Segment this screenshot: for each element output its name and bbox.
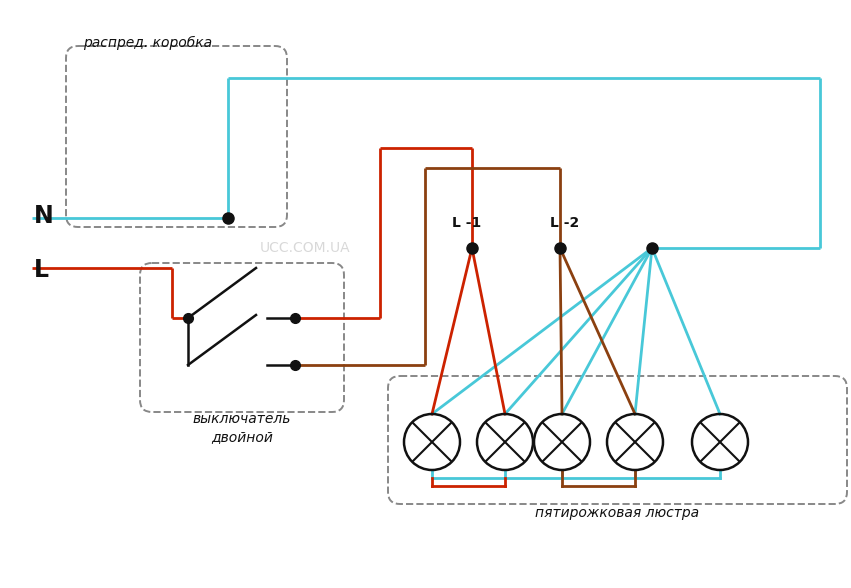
Text: UCC.COM.UA: UCC.COM.UA: [260, 241, 351, 255]
Text: пятирожковая люстра: пятирожковая люстра: [535, 506, 700, 520]
Text: двойной: двойной: [211, 430, 273, 444]
Text: L -2: L -2: [551, 216, 580, 230]
Text: выключатель: выключатель: [193, 412, 291, 426]
Text: L -1: L -1: [453, 216, 482, 230]
Text: L: L: [34, 258, 49, 282]
Text: N: N: [34, 204, 54, 228]
Text: распред. коробка: распред. коробка: [83, 36, 212, 50]
